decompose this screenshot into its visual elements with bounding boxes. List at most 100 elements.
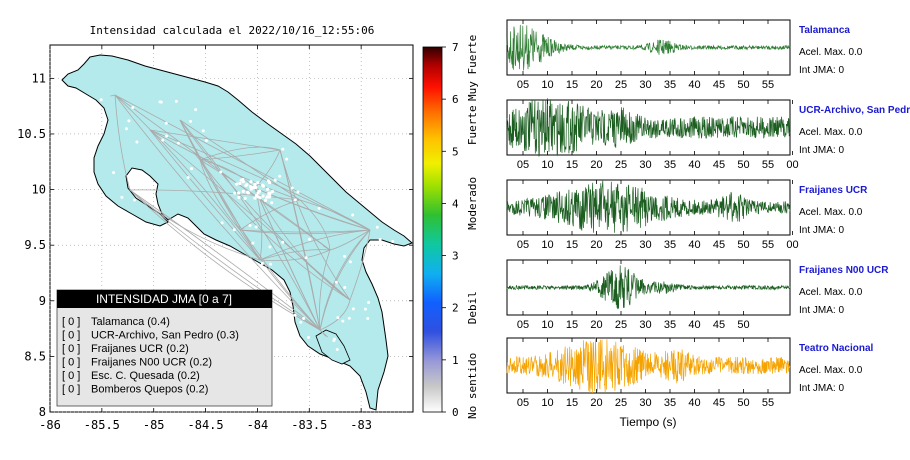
town-dot <box>99 98 103 102</box>
trace-tick-label: 55 <box>762 79 774 91</box>
town-dot <box>269 262 273 266</box>
legend-item-label: Bomberos Quepos (0.2) <box>91 384 208 396</box>
town-dot <box>265 195 269 199</box>
map-y-ticks: 11 10.5 10 9.5 9 8.5 8 <box>17 71 413 419</box>
legend-item: [ 0 ] UCR-Archivo, San Pedro (0.3) <box>62 330 239 342</box>
town-dot <box>290 186 294 190</box>
legend-item-badge: [ 0 ] <box>62 316 80 328</box>
town-dot <box>261 184 266 188</box>
town-dot <box>256 191 260 195</box>
trace-tick-label: 55 <box>762 159 774 171</box>
trace-panel: 05 10 15 20 25 30 35 40 45 50 Fraijanes N00 UCR Ace… <box>506 259 889 331</box>
town-dot <box>343 254 347 258</box>
int-jma-label: Int JMA: 0 <box>799 305 844 316</box>
town-dot <box>391 239 395 243</box>
map-y-tick-label: 11 <box>32 71 46 85</box>
town-dot <box>317 206 321 210</box>
map-title: Intensidad calculada el 2022/10/16_12:55… <box>90 24 375 37</box>
trace-tick-label: 15 <box>566 79 578 91</box>
town-dot <box>336 316 340 320</box>
map-x-tick-label: -83 <box>350 418 372 432</box>
map-y-tick-label: 10.5 <box>17 127 46 141</box>
trace-tick-label: 40 <box>688 79 700 91</box>
trace-tick-label: 05 <box>517 319 529 331</box>
town-dot <box>248 185 253 189</box>
town-dot <box>201 129 205 133</box>
trace-tick-label: 35 <box>664 159 676 171</box>
town-dot <box>246 191 250 195</box>
colorbar-category-label: Debil <box>466 291 479 324</box>
town-dot <box>302 316 306 320</box>
trace-tick-label: 50 <box>737 239 749 251</box>
legend-item-label: Fraijanes N00 UCR (0.2) <box>91 357 212 369</box>
town-dot <box>176 141 180 145</box>
trace-tick-label: 40 <box>688 159 700 171</box>
intensity-colorbar: 0 1 2 3 4 5 6 7 No sentido Debil Moderado Fuerte Mu… <box>422 35 479 419</box>
legend-item-badge: [ 0 ] <box>62 370 80 382</box>
trace-tick-label: 35 <box>664 239 676 251</box>
trace-tick-label: 20 <box>590 159 602 171</box>
map-x-tick-label: -86 <box>39 418 61 432</box>
town-dot <box>281 240 285 244</box>
town-dot <box>238 181 242 186</box>
town-dot <box>378 237 382 241</box>
town-dot <box>251 241 255 245</box>
town-dot <box>293 313 297 317</box>
town-dot <box>131 106 135 110</box>
trace-tick-label: 45 <box>713 159 725 171</box>
trace-tick-label: 10 <box>541 159 553 171</box>
legend-item: [ 0 ] Fraijanes UCR (0.2) <box>62 343 189 355</box>
int-jma-label: Int JMA: 0 <box>799 383 844 394</box>
town-dot <box>159 100 163 104</box>
trace-tick-label: 20 <box>590 319 602 331</box>
town-dot <box>296 190 300 194</box>
trace-tick-label: 50 <box>737 397 749 409</box>
acel-max-label: Acel. Max. 0.0 <box>799 207 863 218</box>
colorbar-tick-label: 7 <box>452 41 459 54</box>
town-dot <box>308 237 312 241</box>
legend-title: INTENSIDAD JMA [0 a 7] <box>96 292 232 306</box>
intensity-legend: INTENSIDAD JMA [0 a 7] [ 0 ] Talamanca (0… <box>56 289 273 407</box>
town-dot <box>293 198 297 202</box>
colorbar-tick-label: 6 <box>452 93 459 106</box>
trace-tick-label: 35 <box>664 397 676 409</box>
town-dot <box>343 286 347 290</box>
town-dot <box>249 187 253 191</box>
town-dot <box>219 170 223 174</box>
map-y-tick-label: 8 <box>39 405 46 419</box>
legend-item-label: Talamanca (0.4) <box>91 316 170 328</box>
waveform-line <box>506 98 791 157</box>
trace-tick-label: 15 <box>566 397 578 409</box>
colorbar-tick-label: 0 <box>452 406 459 419</box>
town-dot <box>258 196 262 200</box>
town-dot <box>351 307 355 311</box>
town-dot <box>249 180 253 184</box>
town-dot <box>296 336 300 340</box>
trace-tick-label: 20 <box>590 239 602 251</box>
town-dot <box>186 176 190 180</box>
town-dot <box>341 319 345 323</box>
trace-tick-label: 25 <box>615 79 627 91</box>
acel-max-label: Acel. Max. 0.0 <box>799 287 863 298</box>
trace-tick-label: 40 <box>688 319 700 331</box>
waveform-line <box>506 337 791 394</box>
town-dot <box>164 121 168 125</box>
trace-tick-label: 20 <box>590 397 602 409</box>
legend-item-badge: [ 0 ] <box>62 330 80 342</box>
colorbar-tick-label: 4 <box>452 197 459 210</box>
town-dot <box>237 195 241 200</box>
colorbar-tick-label: 5 <box>452 145 459 158</box>
colorbar-tick-label: 1 <box>452 354 459 367</box>
town-dot <box>375 225 379 229</box>
colorbar-gradient <box>422 46 443 413</box>
town-dot <box>248 224 252 228</box>
legend-item-badge: [ 0 ] <box>62 357 80 369</box>
map-y-tick-label: 9 <box>39 294 46 308</box>
town-dot <box>253 196 257 200</box>
trace-tick-label: 45 <box>713 319 725 331</box>
town-dot <box>261 194 265 198</box>
town-dot <box>268 245 272 249</box>
town-dot <box>268 195 272 199</box>
int-jma-label: Int JMA: 0 <box>799 145 844 156</box>
